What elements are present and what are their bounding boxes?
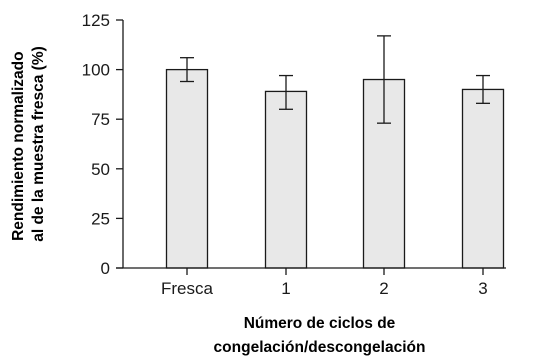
x-tick-label: 1 — [281, 279, 290, 298]
error-bar — [180, 57, 194, 83]
bar-1 — [264, 90, 308, 269]
y-tick-label: 0 — [101, 259, 110, 278]
y-tick-label: 25 — [91, 209, 110, 228]
x-axis-title-line-1: Número de ciclos de — [244, 315, 396, 332]
error-bars-group — [180, 35, 490, 124]
x-tick-label: 2 — [379, 279, 388, 298]
bar-fresca — [165, 68, 209, 269]
bar-3 — [461, 88, 505, 269]
error-bar — [279, 74, 293, 110]
y-axis-title-line-1: Rendimiento normalizado — [10, 51, 27, 240]
y-tick-label: 75 — [91, 110, 110, 129]
error-bar — [377, 35, 391, 124]
y-tick-label: 100 — [82, 61, 110, 80]
x-axis-title-line-2: congelación/descongelación — [214, 339, 426, 356]
y-tick-label: 50 — [91, 160, 110, 179]
x-axis-ticks: Fresca 1 2 3 — [161, 268, 488, 298]
x-tick-label: 3 — [478, 279, 487, 298]
x-tick-label: Fresca — [161, 279, 214, 298]
y-axis-title-line-2: al de la muestra fresca (%) — [30, 46, 47, 242]
error-bar — [476, 74, 490, 104]
y-axis-title: Rendimiento normalizado al de la muestra… — [10, 46, 47, 242]
y-tick-label: 125 — [82, 11, 110, 30]
y-axis-ticks: 0 25 50 75 100 125 — [82, 11, 123, 278]
bars-group — [165, 68, 505, 269]
